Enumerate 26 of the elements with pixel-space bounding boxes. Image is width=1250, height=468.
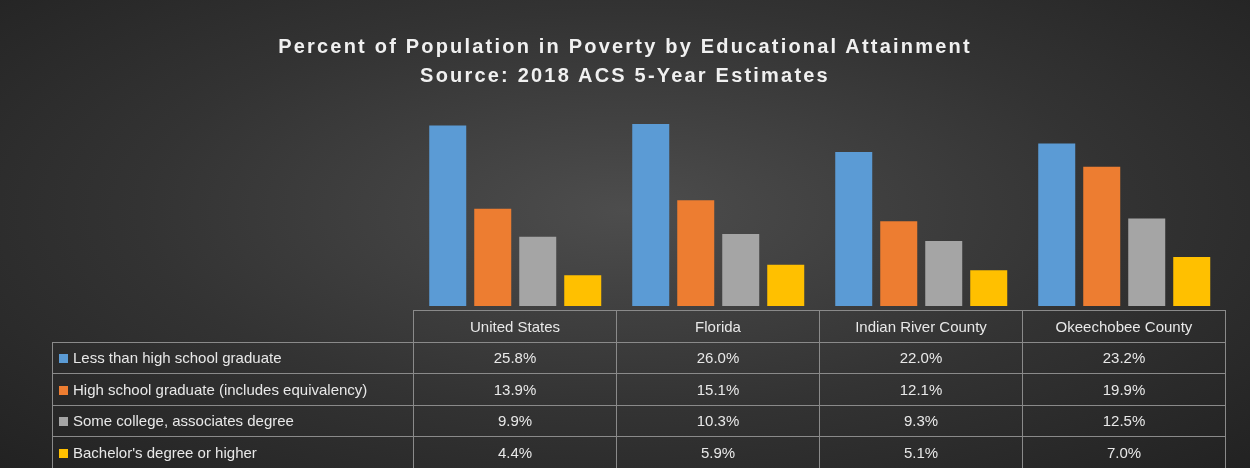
data-label: 15.1% — [616, 373, 820, 405]
data-label: 5.1% — [819, 436, 1023, 468]
data-label: 19.9% — [1022, 373, 1226, 405]
data-label: 7.0% — [1022, 436, 1226, 468]
data-label: 22.0% — [819, 342, 1023, 374]
data-label: 9.3% — [819, 405, 1023, 437]
data-label: 12.5% — [1022, 405, 1226, 437]
x-tick-label: Okeechobee County — [1022, 310, 1226, 342]
data-label: 25.8% — [413, 342, 617, 374]
legend-label: Less than high school graduate — [73, 349, 282, 367]
data-label: 13.9% — [413, 373, 617, 405]
data-label: 5.9% — [616, 436, 820, 468]
chart-subtitle: Source: 2018 ACS 5-Year Estimates — [419, 63, 831, 88]
x-tick-label: Indian River County — [819, 310, 1023, 342]
legend-label: High school graduate (includes equivalency) — [73, 380, 368, 398]
data-label: 26.0% — [616, 342, 820, 374]
data-label: 4.4% — [413, 436, 617, 468]
x-tick-label: Florida — [616, 310, 820, 342]
legend-label: Bachelor's degree or higher — [73, 443, 257, 461]
x-tick-label: United States — [413, 310, 617, 342]
data-label: 9.9% — [413, 405, 617, 437]
chart-title: Percent of Population in Poverty by Educational Attainment — [277, 34, 973, 59]
data-label: 10.3% — [616, 405, 820, 437]
data-label: 12.1% — [819, 373, 1023, 405]
data-label: 23.2% — [1022, 342, 1226, 374]
legend-label: Some college, associates degree — [73, 412, 294, 430]
